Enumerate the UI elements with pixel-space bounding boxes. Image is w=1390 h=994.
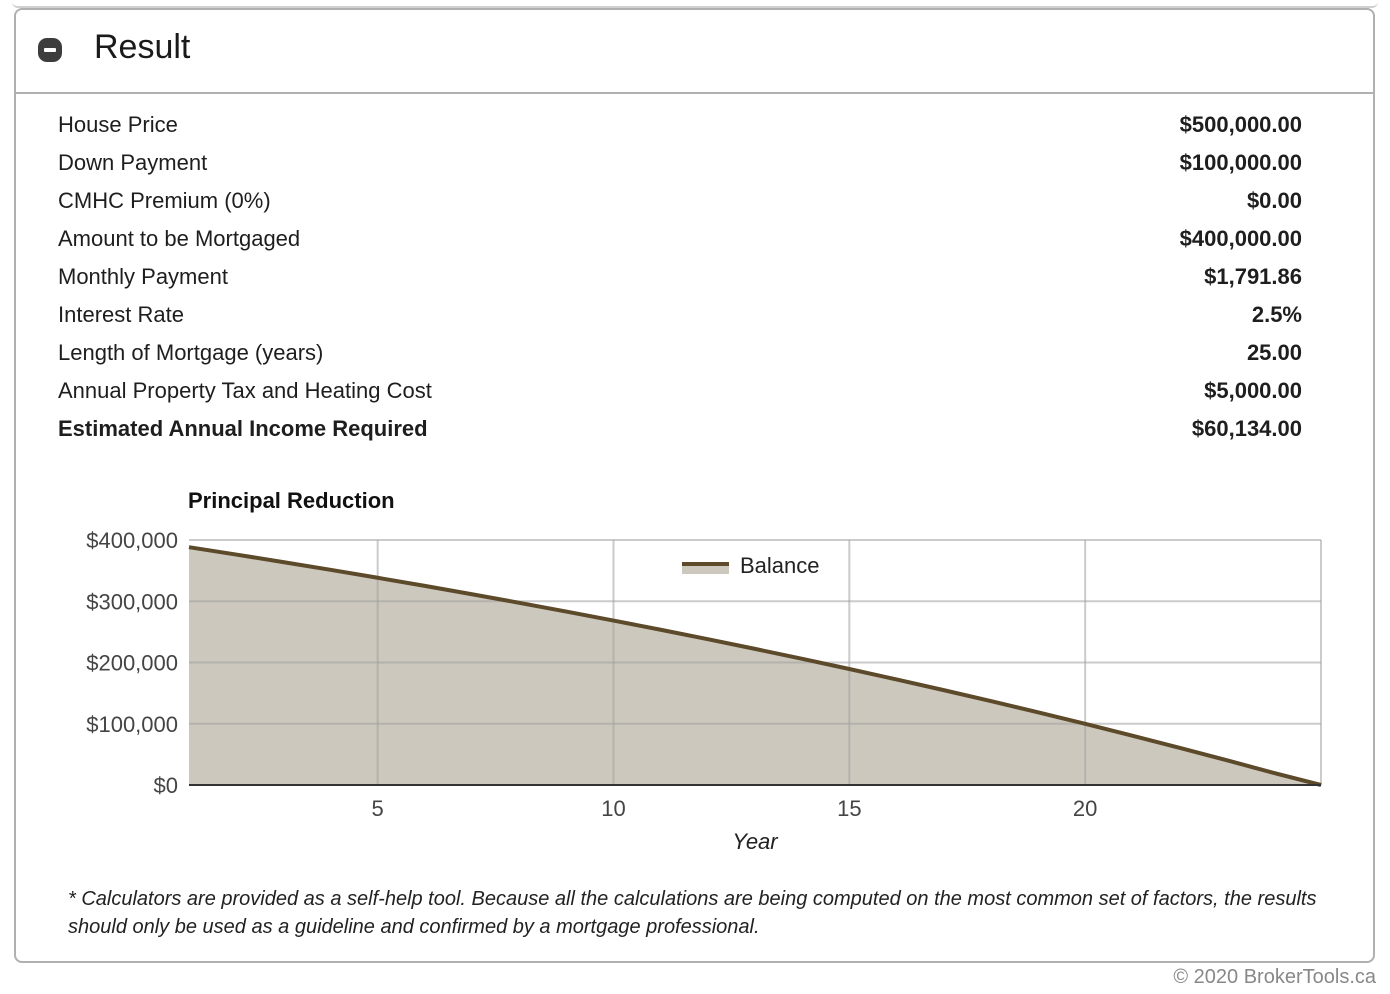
result-row-mortgage-length: Length of Mortgage (years) 25.00 [58, 334, 1302, 372]
row-value: $60,134.00 [1191, 416, 1302, 441]
legend-label: Balance [740, 553, 820, 578]
x-tick-label: 20 [1073, 796, 1097, 821]
chart-legend[interactable]: Balance [682, 553, 820, 578]
result-row-amount-mortgaged: Amount to be Mortgaged $400,000.00 [58, 220, 1302, 258]
chart-title: Principal Reduction [188, 488, 395, 513]
y-tick-label: $100,000 [86, 712, 178, 737]
y-tick-label: $300,000 [86, 589, 178, 614]
row-label: Down Payment [58, 150, 208, 175]
balance-line [188, 545, 1322, 787]
row-label: Length of Mortgage (years) [58, 340, 324, 365]
row-label: CMHC Premium (0%) [58, 188, 271, 213]
previous-panel-edge [12, 0, 1378, 8]
row-label: Interest Rate [58, 302, 184, 327]
y-tick-label: $0 [154, 773, 178, 798]
x-tick-label: 15 [837, 796, 861, 821]
row-value: $400,000.00 [1179, 226, 1302, 251]
y-tick-label: $200,000 [86, 651, 178, 676]
result-row-monthly-payment: Monthly Payment $1,791.86 [58, 258, 1302, 296]
copyright-text: © 2020 BrokerTools.ca [1173, 966, 1376, 988]
row-label: Annual Property Tax and Heating Cost [58, 378, 432, 403]
row-value: $0.00 [1246, 188, 1302, 213]
x-axis-title: Year [732, 829, 779, 854]
x-axis-ticks: 5 10 15 20 [372, 796, 1098, 821]
row-value: $1,791.86 [1204, 264, 1302, 289]
row-label: Monthly Payment [58, 264, 228, 289]
row-label: House Price [58, 112, 178, 137]
panel-title: Result [94, 28, 191, 66]
principal-reduction-chart: $0 $100,000 $200,000 $300,000 $400,000 5 10 15… [86, 528, 1322, 854]
disclaimer-text: * Calculators are provided as a self-hel… [68, 888, 1317, 938]
legend-line-icon [682, 562, 729, 566]
balance-area [189, 547, 1321, 785]
result-row-cmhc-premium: CMHC Premium (0%) $0.00 [58, 182, 1302, 220]
row-label: Estimated Annual Income Required [58, 416, 428, 441]
row-value: $500,000.00 [1179, 112, 1302, 137]
result-row-income-required: Estimated Annual Income Required $60,134… [58, 410, 1302, 448]
x-tick-label: 5 [372, 796, 384, 821]
row-value: 25.00 [1246, 340, 1302, 365]
y-axis-ticks: $0 $100,000 $200,000 $300,000 $400,000 [86, 528, 178, 798]
row-value: 2.5% [1251, 302, 1302, 327]
result-row-interest-rate: Interest Rate 2.5% [58, 296, 1302, 334]
result-panel: Result [14, 8, 1375, 963]
result-row-house-price: House Price $500,000.00 [58, 106, 1302, 144]
row-value: $5,000.00 [1204, 378, 1302, 403]
result-table: House Price $500,000.00 Down Payment $10… [58, 106, 1302, 448]
result-row-down-payment: Down Payment $100,000.00 [58, 144, 1302, 182]
minus-circle-icon[interactable] [38, 38, 62, 62]
row-value: $100,000.00 [1179, 150, 1302, 175]
panel-header[interactable]: Result [16, 10, 1373, 94]
x-tick-label: 10 [601, 796, 625, 821]
row-label: Amount to be Mortgaged [58, 226, 301, 251]
result-row-property-tax-heating: Annual Property Tax and Heating Cost $5,… [58, 372, 1302, 410]
y-tick-label: $400,000 [86, 528, 178, 553]
